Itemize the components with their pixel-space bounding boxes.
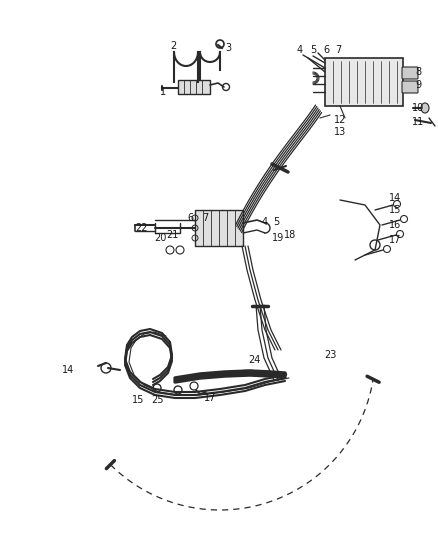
Text: 13: 13 <box>334 127 346 137</box>
Text: 15: 15 <box>132 395 144 405</box>
Text: 9: 9 <box>415 80 421 90</box>
Text: 6: 6 <box>323 45 329 55</box>
Text: 11: 11 <box>412 117 424 127</box>
Text: 7: 7 <box>202 213 208 223</box>
Text: 5: 5 <box>273 217 279 227</box>
Ellipse shape <box>421 103 429 113</box>
Text: 2: 2 <box>170 41 176 51</box>
Text: 24: 24 <box>248 355 260 365</box>
Text: 25: 25 <box>152 395 164 405</box>
Text: 4: 4 <box>262 217 268 227</box>
Text: 19: 19 <box>272 233 284 243</box>
Text: 14: 14 <box>389 193 401 203</box>
Bar <box>178 80 210 94</box>
FancyBboxPatch shape <box>402 67 418 79</box>
Bar <box>325 58 403 106</box>
Text: 8: 8 <box>415 67 421 77</box>
Text: 10: 10 <box>412 103 424 113</box>
Text: 22: 22 <box>136 223 148 233</box>
Text: 3: 3 <box>225 43 231 53</box>
Text: 7: 7 <box>335 45 341 55</box>
FancyBboxPatch shape <box>402 81 418 93</box>
Text: 4: 4 <box>297 45 303 55</box>
Text: 6: 6 <box>187 213 193 223</box>
Text: 20: 20 <box>154 233 166 243</box>
Text: 15: 15 <box>389 205 401 215</box>
Text: 5: 5 <box>310 45 316 55</box>
Text: 21: 21 <box>166 230 178 240</box>
Text: 18: 18 <box>284 230 296 240</box>
Bar <box>195 210 243 246</box>
Text: 23: 23 <box>324 350 336 360</box>
Text: 17: 17 <box>389 235 401 245</box>
Text: 16: 16 <box>389 220 401 230</box>
Text: 12: 12 <box>334 115 346 125</box>
Text: 14: 14 <box>62 365 74 375</box>
Text: 17: 17 <box>204 393 216 403</box>
Text: 1: 1 <box>160 87 166 97</box>
